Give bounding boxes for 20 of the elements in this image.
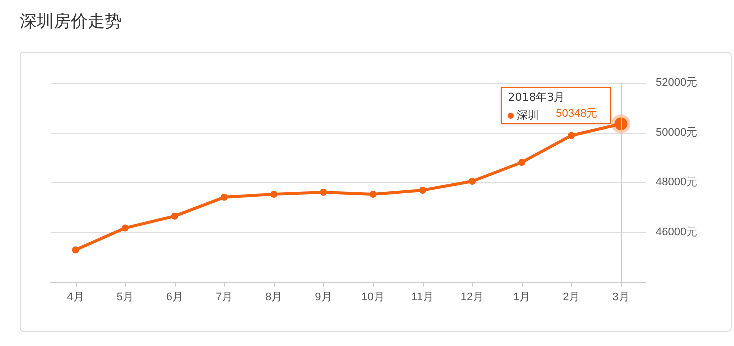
- y-tick-label: 52000元: [656, 77, 698, 89]
- annotation: 2018年3月: [508, 90, 566, 106]
- x-tick-label: 4月: [67, 292, 84, 304]
- x-tick-label: 2月: [563, 292, 580, 304]
- x-tick-label: 1月: [513, 292, 531, 304]
- x-tick-label: 10月: [362, 292, 385, 304]
- x-tick-label: 3月: [612, 292, 630, 304]
- y-tick-label: 46000元: [656, 226, 698, 238]
- legend-label: 深圳: [517, 109, 540, 122]
- x-tick-label: 11月: [412, 292, 434, 304]
- data-label: 50348元: [556, 108, 598, 120]
- chart-title: 深圳房价走势: [20, 11, 122, 33]
- x-tick-label: 6月: [166, 292, 184, 304]
- x-tick-label: 8月: [266, 292, 283, 304]
- x-tick-label: 5月: [116, 292, 134, 304]
- y-tick-label: 50000元: [656, 126, 698, 139]
- x-tick-label: 7月: [216, 292, 234, 304]
- x-tick-label: 9月: [315, 292, 332, 304]
- x-tick-label: 12月: [460, 292, 484, 304]
- y-tick-label: 48000元: [656, 176, 698, 188]
